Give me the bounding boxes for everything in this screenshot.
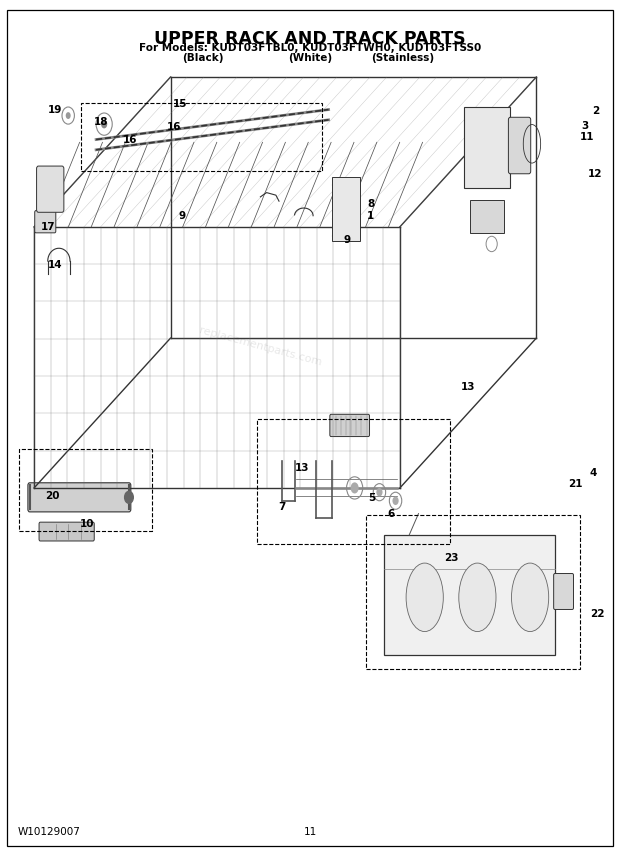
Text: 22: 22 [590,609,604,619]
Text: 11: 11 [303,827,317,837]
Circle shape [392,496,399,505]
Bar [366,515,580,669]
Circle shape [351,483,358,493]
Text: 13: 13 [295,463,310,473]
FancyBboxPatch shape [37,166,64,212]
Bar [257,419,450,544]
Text: 19: 19 [47,104,62,115]
Text: 23: 23 [444,553,459,563]
Bar [19,449,152,531]
Circle shape [376,488,383,496]
Text: 11: 11 [580,132,594,142]
Text: 5: 5 [368,493,376,503]
Text: 14: 14 [48,260,63,270]
Text: 20: 20 [45,491,60,502]
Text: (Black): (Black) [183,53,224,63]
Text: 2: 2 [592,106,600,116]
FancyBboxPatch shape [508,117,531,174]
Text: 9: 9 [343,235,351,245]
Text: replacementparts.com: replacementparts.com [198,325,323,368]
FancyBboxPatch shape [28,483,131,512]
Ellipse shape [512,563,549,632]
Text: 16: 16 [123,135,138,146]
Text: 3: 3 [582,121,589,131]
Circle shape [66,112,71,119]
Text: UPPER RACK AND TRACK PARTS: UPPER RACK AND TRACK PARTS [154,30,466,48]
Text: 4: 4 [589,467,596,478]
Text: For Models: KUDT03FTBL0, KUDT03FTWH0, KUDT03FTSS0: For Models: KUDT03FTBL0, KUDT03FTWH0, KU… [139,43,481,53]
Text: 18: 18 [94,116,108,127]
Text: 6: 6 [387,508,394,519]
Text: W10129007: W10129007 [17,827,80,837]
Ellipse shape [406,563,443,632]
Circle shape [125,491,133,503]
Text: 17: 17 [41,222,56,232]
Text: (White): (White) [288,53,332,63]
Text: 8: 8 [367,199,374,209]
FancyBboxPatch shape [39,522,94,541]
Bar [464,107,510,188]
Text: 9: 9 [178,211,185,221]
Bar [332,177,360,241]
FancyBboxPatch shape [554,574,574,609]
FancyBboxPatch shape [330,414,370,437]
Text: 7: 7 [278,502,286,512]
Text: 12: 12 [588,169,602,179]
Text: (Stainless): (Stainless) [371,53,435,63]
Text: 21: 21 [568,479,583,489]
Bar [470,200,504,233]
FancyBboxPatch shape [35,211,56,233]
Text: 13: 13 [461,382,476,392]
Bar [384,535,555,655]
Ellipse shape [459,563,496,632]
Text: 1: 1 [367,211,374,221]
Text: 15: 15 [172,99,187,110]
Bar [81,103,322,171]
Text: 10: 10 [79,519,94,529]
Circle shape [101,120,107,128]
Text: 16: 16 [166,122,181,132]
